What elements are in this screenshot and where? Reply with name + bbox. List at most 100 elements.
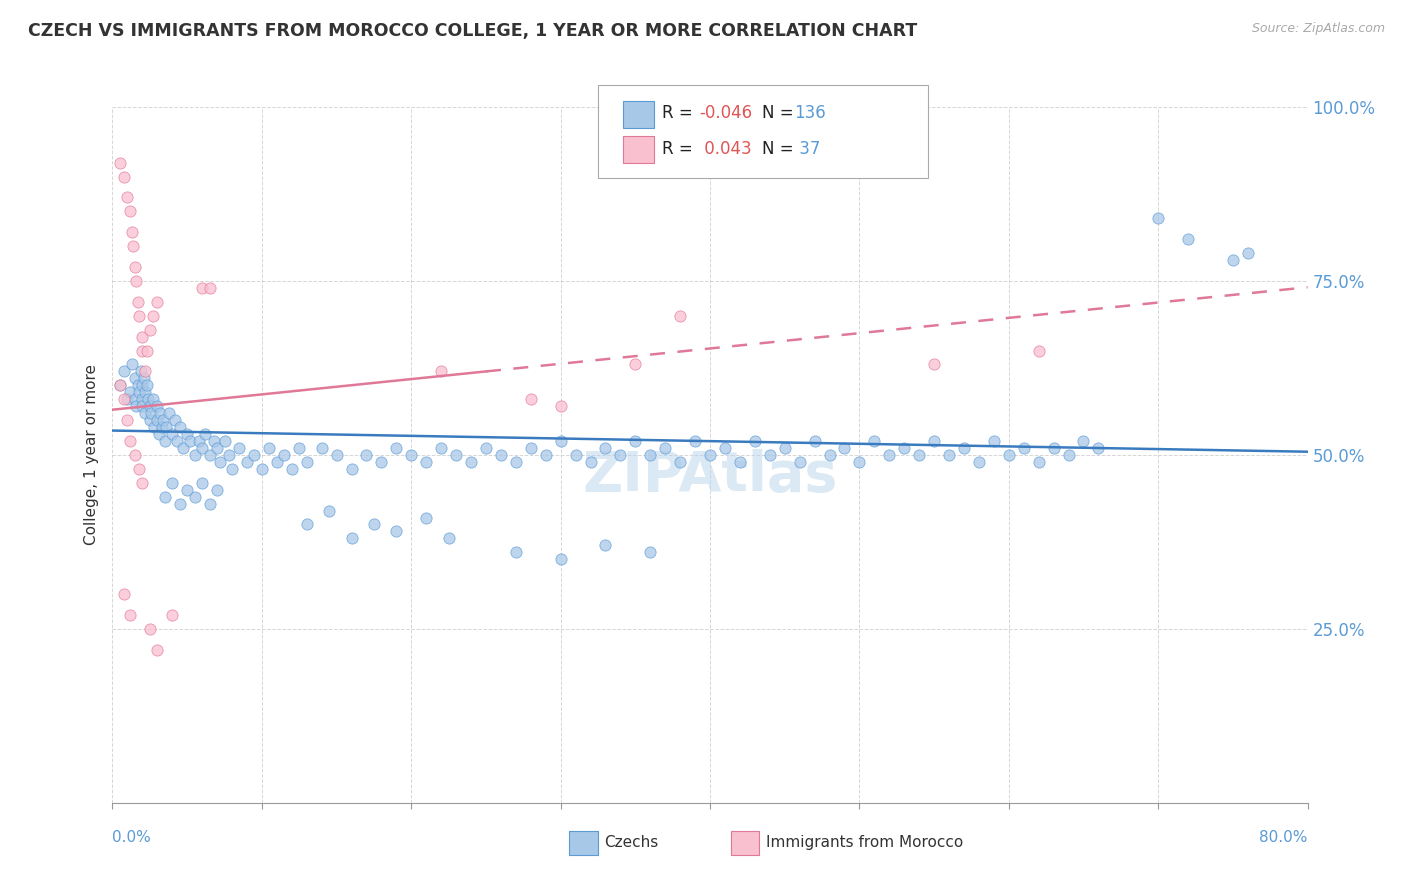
Point: [128, 385, 150, 400]
Point: [1028, 455, 1050, 469]
Point: [138, 392, 160, 407]
Point: [108, 378, 131, 392]
Point: [550, 434, 572, 448]
Point: [1222, 253, 1244, 268]
Point: [475, 441, 498, 455]
Point: [120, 434, 142, 448]
Point: [714, 441, 737, 455]
Text: Source: ZipAtlas.com: Source: ZipAtlas.com: [1251, 22, 1385, 36]
Point: [295, 455, 318, 469]
Point: [818, 448, 841, 462]
Point: [938, 448, 960, 462]
Point: [125, 399, 148, 413]
Point: [624, 434, 647, 448]
Point: [401, 448, 423, 462]
Point: [370, 455, 392, 469]
Point: [148, 427, 170, 442]
Point: [114, 392, 135, 407]
Point: [534, 448, 557, 462]
Point: [505, 545, 527, 559]
Point: [114, 364, 135, 378]
Point: [1237, 246, 1260, 260]
Point: [609, 448, 631, 462]
Point: [1028, 343, 1050, 358]
Point: [150, 420, 173, 434]
Point: [108, 378, 131, 392]
Point: [385, 441, 408, 455]
Point: [415, 510, 437, 524]
Point: [162, 475, 183, 490]
Point: [131, 378, 153, 392]
Point: [134, 364, 156, 378]
Point: [385, 524, 408, 539]
Point: [127, 378, 149, 392]
Point: [165, 413, 187, 427]
Text: N =: N =: [762, 104, 799, 122]
Point: [759, 448, 782, 462]
Point: [139, 413, 162, 427]
Point: [259, 441, 281, 455]
Point: [191, 475, 214, 490]
Point: [595, 538, 617, 552]
Point: [415, 455, 437, 469]
Point: [202, 434, 225, 448]
Point: [142, 392, 165, 407]
Point: [460, 455, 482, 469]
Point: [183, 490, 205, 504]
Point: [198, 281, 221, 295]
Point: [728, 455, 751, 469]
Point: [505, 455, 527, 469]
Point: [908, 448, 931, 462]
Point: [142, 309, 165, 323]
Point: [848, 455, 870, 469]
Point: [198, 448, 221, 462]
Point: [124, 260, 146, 274]
Point: [117, 190, 139, 204]
Point: [162, 607, 183, 622]
Point: [834, 441, 856, 455]
Point: [803, 434, 825, 448]
Point: [135, 378, 157, 392]
Point: [1042, 441, 1064, 455]
Point: [120, 385, 142, 400]
Point: [489, 448, 512, 462]
Point: [191, 441, 214, 455]
Point: [983, 434, 1005, 448]
Point: [444, 448, 467, 462]
Point: [564, 448, 586, 462]
Point: [1147, 211, 1170, 226]
Point: [683, 434, 706, 448]
Point: [236, 455, 259, 469]
Point: [214, 434, 236, 448]
Text: 0.0%: 0.0%: [112, 830, 152, 845]
Point: [205, 483, 228, 497]
Text: 136: 136: [794, 104, 827, 122]
Point: [139, 622, 162, 636]
Point: [550, 399, 572, 413]
Point: [108, 155, 131, 169]
Point: [162, 427, 183, 442]
Point: [153, 434, 176, 448]
Point: [669, 309, 692, 323]
Point: [325, 448, 347, 462]
Point: [153, 490, 176, 504]
Point: [638, 448, 662, 462]
Point: [179, 434, 201, 448]
Point: [877, 448, 901, 462]
Point: [120, 607, 142, 622]
Point: [188, 434, 211, 448]
Point: [117, 413, 139, 427]
Point: [288, 441, 311, 455]
Point: [131, 329, 153, 343]
Point: [128, 309, 150, 323]
Point: [122, 239, 145, 253]
Point: [205, 441, 228, 455]
Point: [128, 462, 150, 476]
Point: [155, 420, 177, 434]
Point: [117, 392, 139, 407]
Point: [146, 294, 169, 309]
Point: [121, 225, 143, 239]
Text: 37: 37: [794, 140, 821, 158]
Point: [218, 448, 240, 462]
Point: [1073, 434, 1095, 448]
